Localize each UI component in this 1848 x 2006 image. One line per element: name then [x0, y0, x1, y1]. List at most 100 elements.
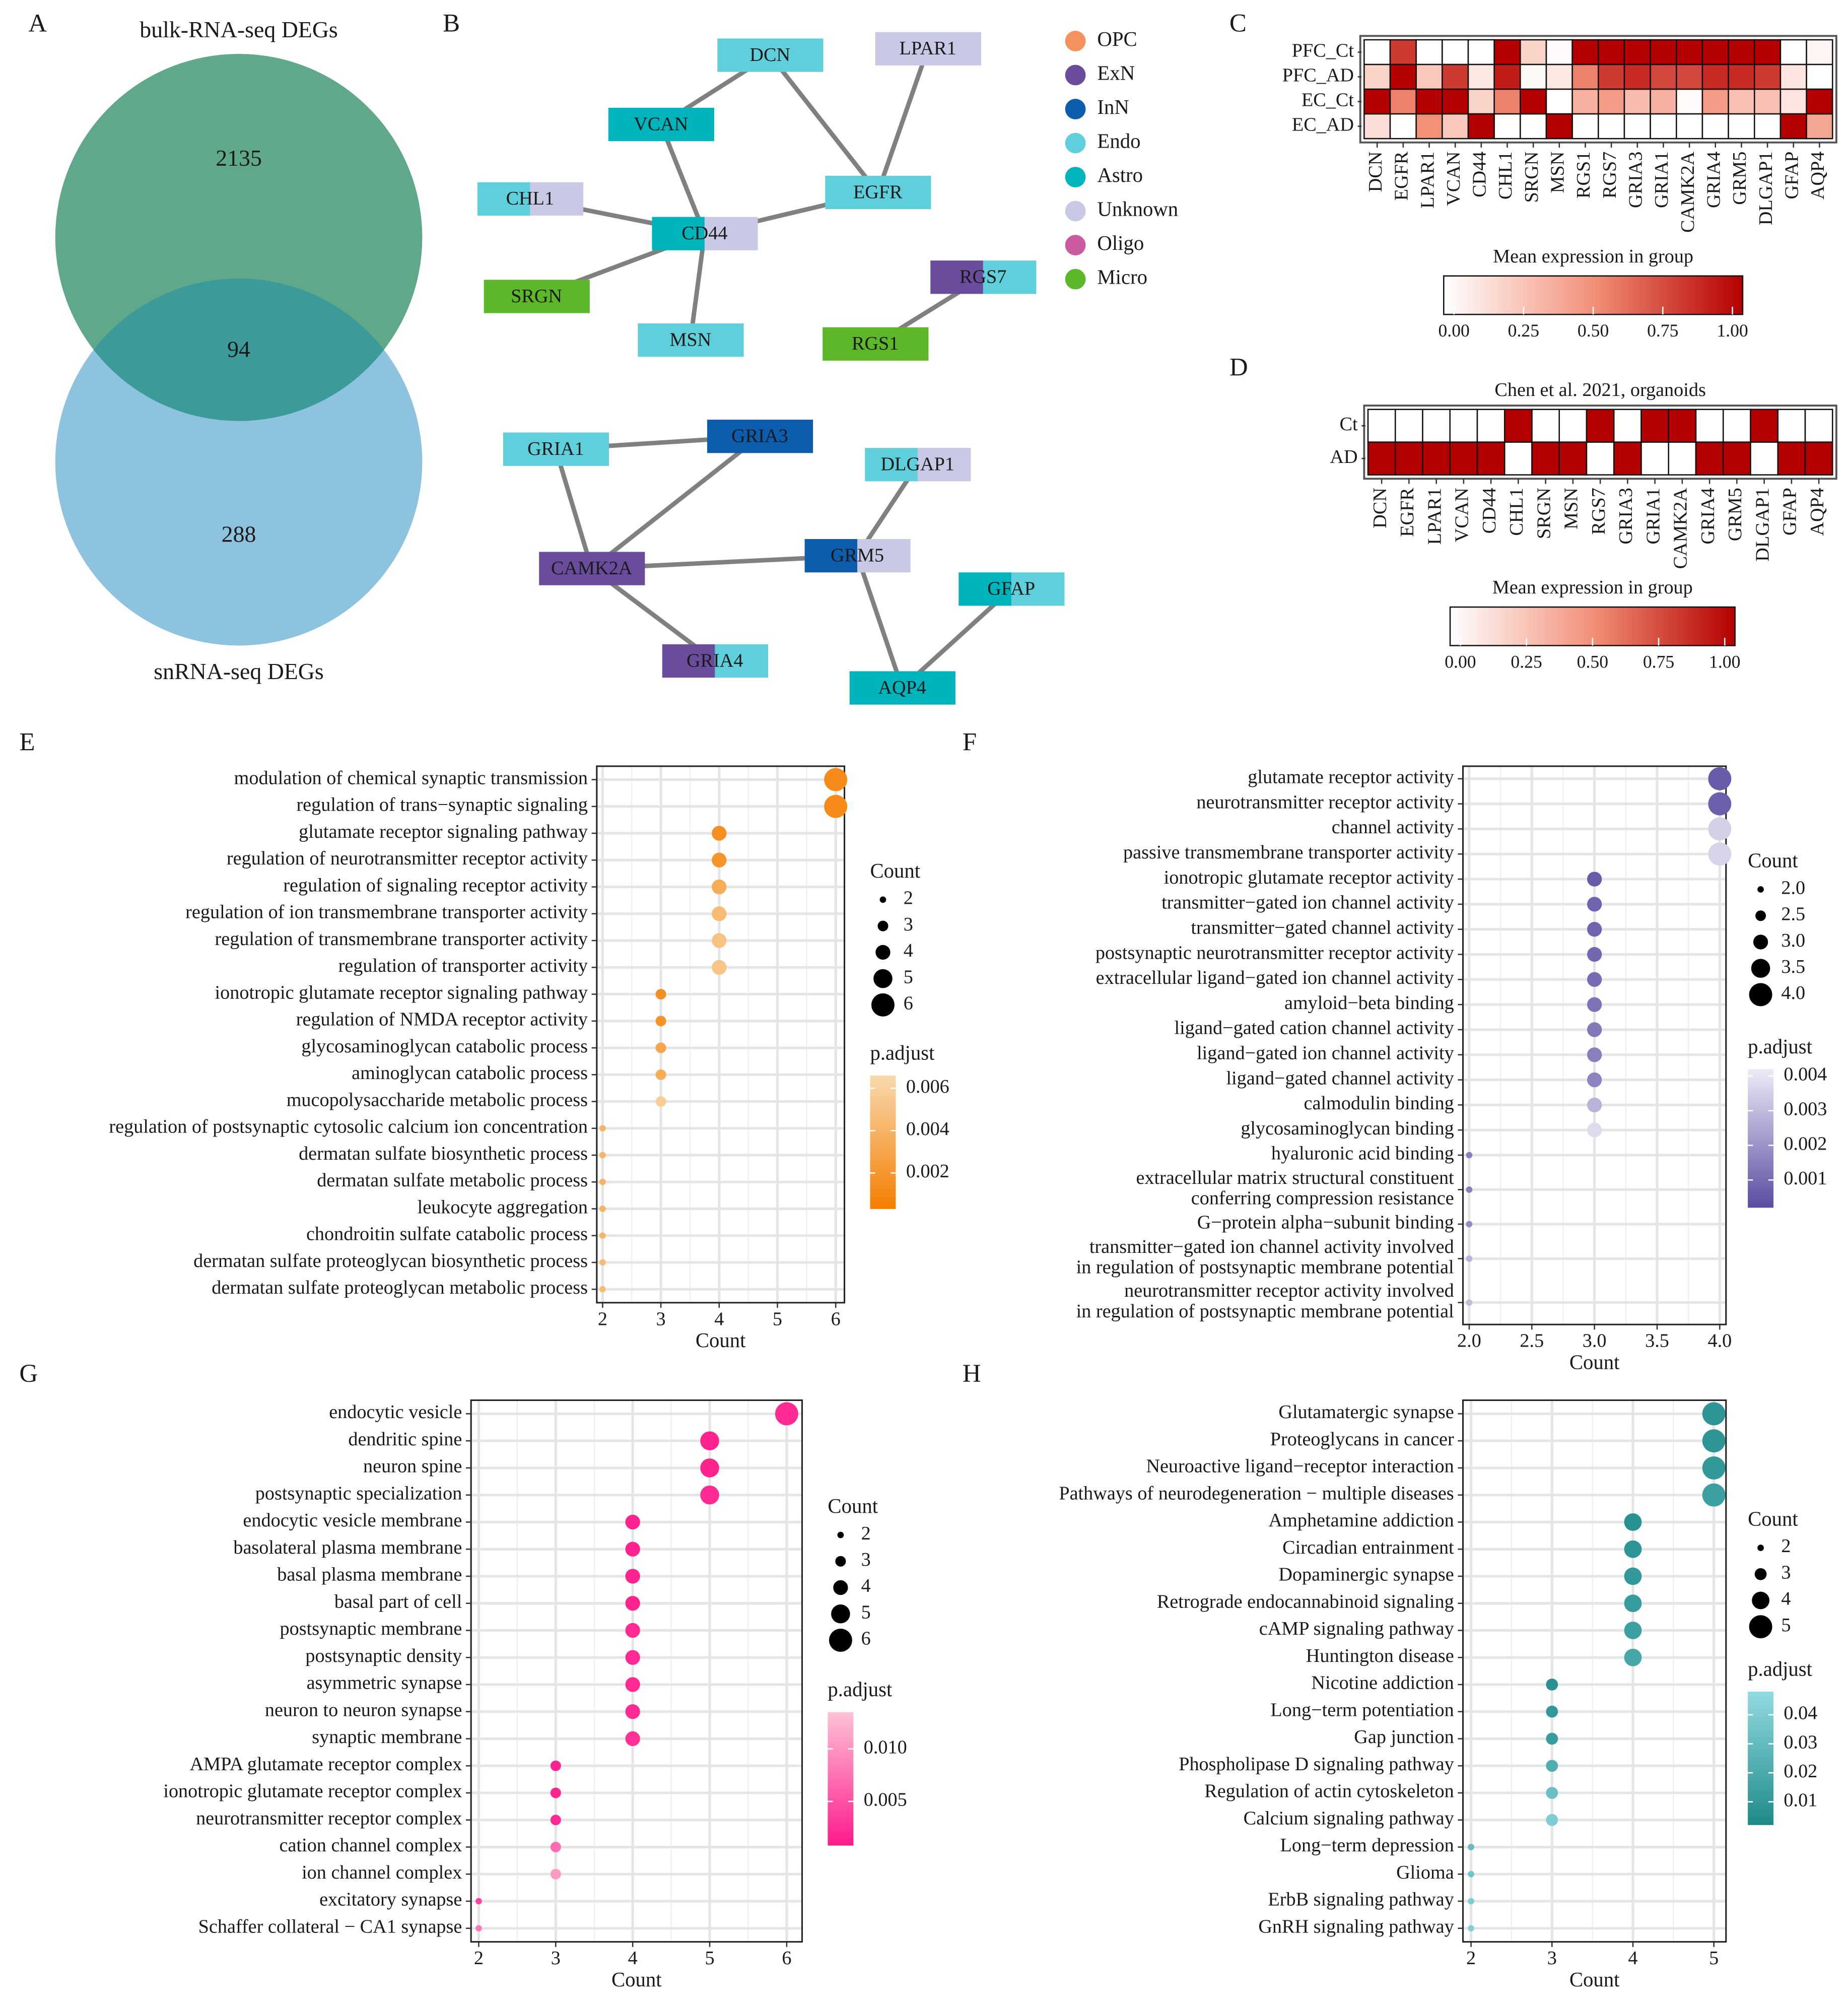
term-label: Long−term potentiation: [1270, 1699, 1454, 1720]
term-label: cation channel complex: [280, 1835, 462, 1856]
term-label: extracellular ligand−gated ion channel a…: [1096, 967, 1454, 988]
node-label: LPAR1: [900, 38, 956, 59]
x-axis-label: Count: [696, 1329, 746, 1352]
term-label: Dopaminergic synapse: [1278, 1564, 1454, 1585]
heatmap-cell: [1668, 441, 1697, 476]
column-label: DCN: [1370, 488, 1391, 528]
heatmap-cell: [1586, 441, 1615, 476]
node-label: GRM5: [831, 545, 884, 566]
size-legend-dot: [873, 969, 893, 988]
heatmap-cell: [1779, 88, 1807, 115]
node-segment: [638, 323, 744, 357]
heatmap-cell: [1545, 63, 1573, 90]
term-label: ionotropic glutamate receptor signaling …: [215, 982, 588, 1003]
node-segment: [804, 539, 858, 573]
legend-label: 3.0: [1781, 930, 1805, 951]
column-label: LPAR1: [1417, 152, 1438, 209]
venn-overlap: [55, 278, 423, 421]
x-axis-label: Count: [611, 1968, 662, 1991]
dot: [1587, 897, 1602, 912]
dot: [550, 1815, 561, 1826]
dot: [824, 768, 848, 791]
dot: [1708, 817, 1732, 841]
term-label: excitatory synapse: [319, 1889, 462, 1910]
dot: [1466, 1255, 1473, 1262]
heatmap-cell: [1640, 441, 1670, 476]
dot: [1546, 1814, 1558, 1826]
term-label: regulation of transmembrane transporter …: [215, 928, 588, 950]
term-label: Long−term depression: [1280, 1835, 1454, 1856]
column-label: VCAN: [1452, 488, 1473, 542]
term-label: neurotransmitter receptor complex: [196, 1808, 462, 1829]
term-label: postsynaptic neurotransmitter receptor a…: [1096, 942, 1454, 963]
dot: [1468, 1898, 1474, 1905]
colorbar: [828, 1712, 854, 1846]
term-label: glutamate receptor signaling pathway: [299, 821, 588, 842]
heatmap-cell: [1586, 409, 1615, 443]
legend-swatch: [1065, 200, 1086, 222]
heatmap-cell: [1750, 441, 1779, 476]
legend-label: 2: [1781, 1535, 1791, 1557]
term-label: aminoglycan catabolic process: [352, 1062, 588, 1084]
term-label: regulation of NMDA receptor activity: [296, 1009, 588, 1030]
column-label: DCN: [1365, 152, 1386, 192]
x-tick-label: 6: [831, 1308, 841, 1329]
term-label: in regulation of postsynaptic membrane p…: [1076, 1257, 1454, 1278]
heatmap-cell: [1676, 88, 1703, 115]
heatmap-cell: [1750, 409, 1779, 443]
term-label: Regulation of actin cytoskeleton: [1204, 1781, 1454, 1802]
heatmap-cell: [1728, 39, 1755, 65]
term-label: glycosaminoglycan binding: [1241, 1118, 1454, 1139]
dot: [712, 826, 727, 841]
dot: [1546, 1760, 1558, 1772]
legend-label: Astro: [1097, 164, 1143, 186]
network-node-aqp4: AQP4: [849, 671, 955, 705]
legend-swatch: [1065, 99, 1086, 119]
dot: [1466, 1221, 1473, 1228]
heatmap-cell: [1650, 39, 1677, 65]
heatmap-cell: [1598, 113, 1625, 140]
plot-panel: [1463, 1400, 1726, 1942]
size-legend-dot: [1752, 1591, 1769, 1610]
colorbar: [870, 1075, 896, 1209]
column-label: DLGAP1: [1755, 152, 1776, 225]
dotplot-h: 2 3 4 5 Glutamatergic synapse Proteoglycans i…: [1059, 1399, 1817, 1991]
colorbar-tick: 0.005: [864, 1789, 907, 1811]
dot: [1624, 1648, 1642, 1666]
term-label: Retrograde endocannabinoid signaling: [1157, 1591, 1454, 1612]
size-legend-dot: [1749, 1615, 1772, 1639]
dot: [1708, 792, 1732, 816]
heatmap-cell: [1467, 63, 1495, 90]
term-label: regulation of transporter activity: [338, 955, 588, 976]
x-axis-label: Count: [1569, 1968, 1620, 1991]
term-label: asymmetric synapse: [307, 1673, 462, 1694]
dot: [1587, 947, 1602, 962]
node-label: RGS7: [960, 266, 1006, 288]
heatmap-cell: [1531, 441, 1560, 476]
dot: [625, 1623, 640, 1638]
heatmap-cell: [1806, 113, 1833, 140]
plot-border: [1462, 1399, 1727, 1943]
heatmap-cell: [1467, 39, 1495, 65]
column-label: GRIA1: [1642, 488, 1664, 544]
dot: [599, 1152, 606, 1159]
heatmap-cell: [1545, 39, 1573, 65]
term-label: basal part of cell: [334, 1591, 462, 1612]
dot: [1624, 1513, 1642, 1531]
plot-border: [596, 765, 846, 1304]
network-edge: [855, 555, 905, 689]
heatmap-cell: [1467, 88, 1495, 115]
legend-swatch: [1065, 132, 1086, 154]
term-label: Amphetamine addiction: [1269, 1510, 1454, 1531]
term-label: Nicotine addiction: [1311, 1673, 1454, 1694]
heatmap-cell: [1806, 63, 1833, 90]
heatmap-cell: [1701, 113, 1729, 140]
heatmap-cell: [1493, 88, 1521, 115]
colorbar-tick: 0.50: [1578, 320, 1609, 341]
heatmap-cell: [1394, 409, 1423, 443]
legend-label: Micro: [1097, 265, 1147, 288]
heatmap-cell: [1476, 409, 1505, 443]
heatmap-cell: [1520, 63, 1547, 90]
dot: [712, 852, 727, 867]
term-label: basal plasma membrane: [277, 1564, 462, 1585]
